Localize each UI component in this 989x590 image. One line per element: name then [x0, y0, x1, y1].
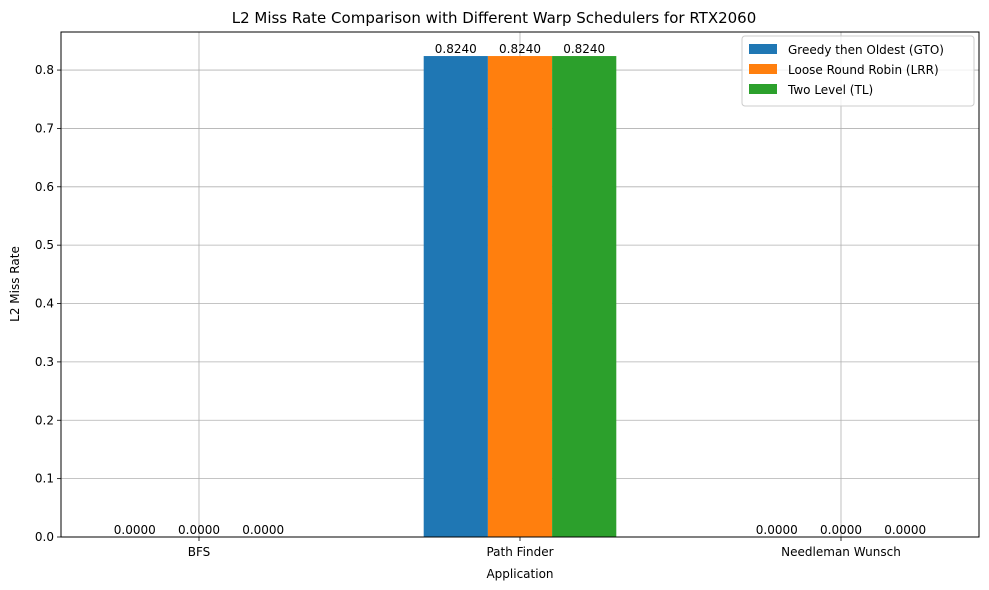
y-tick-label: 0.3	[35, 355, 54, 369]
bar-value-label: 0.0000	[884, 523, 926, 537]
legend-label: Greedy then Oldest (GTO)	[788, 43, 944, 57]
legend-swatch	[749, 44, 777, 54]
bar	[487, 56, 553, 538]
y-tick-label: 0.0	[35, 530, 54, 544]
bar-value-label: 0.8240	[563, 42, 605, 56]
legend-label: Two Level (TL)	[787, 83, 873, 97]
axis-ticks: 0.0 0.1 0.2 0.3 0.4 0.5 0.6 0.7 0.8 BFS Path Finde…	[35, 63, 901, 559]
bar-value-label: 0.0000	[756, 523, 798, 537]
bars	[423, 56, 617, 538]
y-tick-label: 0.6	[35, 180, 54, 194]
bar-value-label: 0.0000	[820, 523, 862, 537]
chart-title: L2 Miss Rate Comparison with Different W…	[232, 9, 757, 27]
y-tick-label: 0.2	[35, 413, 54, 427]
y-tick-label: 0.1	[35, 472, 54, 486]
data-labels: 0.0000 0.8240 0.0000 0.0000 0.8240 0.0000 0.00…	[114, 42, 926, 537]
legend: Greedy then Oldest (GTO) Loose Round Robi…	[741, 35, 975, 107]
bar-value-label: 0.0000	[242, 523, 284, 537]
legend-swatch	[749, 64, 777, 74]
y-axis-label: L2 Miss Rate	[8, 246, 22, 322]
y-tick-label: 0.4	[35, 297, 54, 311]
x-tick-label: Path Finder	[486, 545, 553, 559]
bar	[552, 56, 617, 538]
bar-value-label: 0.8240	[435, 42, 477, 56]
y-tick-label: 0.7	[35, 121, 54, 135]
x-axis-label: Application	[486, 567, 553, 581]
y-tick-label: 0.5	[35, 238, 54, 252]
x-tick-label: Needleman Wunsch	[781, 545, 901, 559]
bar-value-label: 0.0000	[114, 523, 156, 537]
legend-box	[741, 35, 975, 107]
bar-value-label: 0.8240	[499, 42, 541, 56]
bar	[423, 56, 488, 538]
x-tick-label: BFS	[188, 545, 211, 559]
legend-label: Loose Round Robin (LRR)	[788, 63, 939, 77]
legend-swatch	[749, 84, 777, 94]
y-tick-label: 0.8	[35, 63, 54, 77]
bar-value-label: 0.0000	[178, 523, 220, 537]
